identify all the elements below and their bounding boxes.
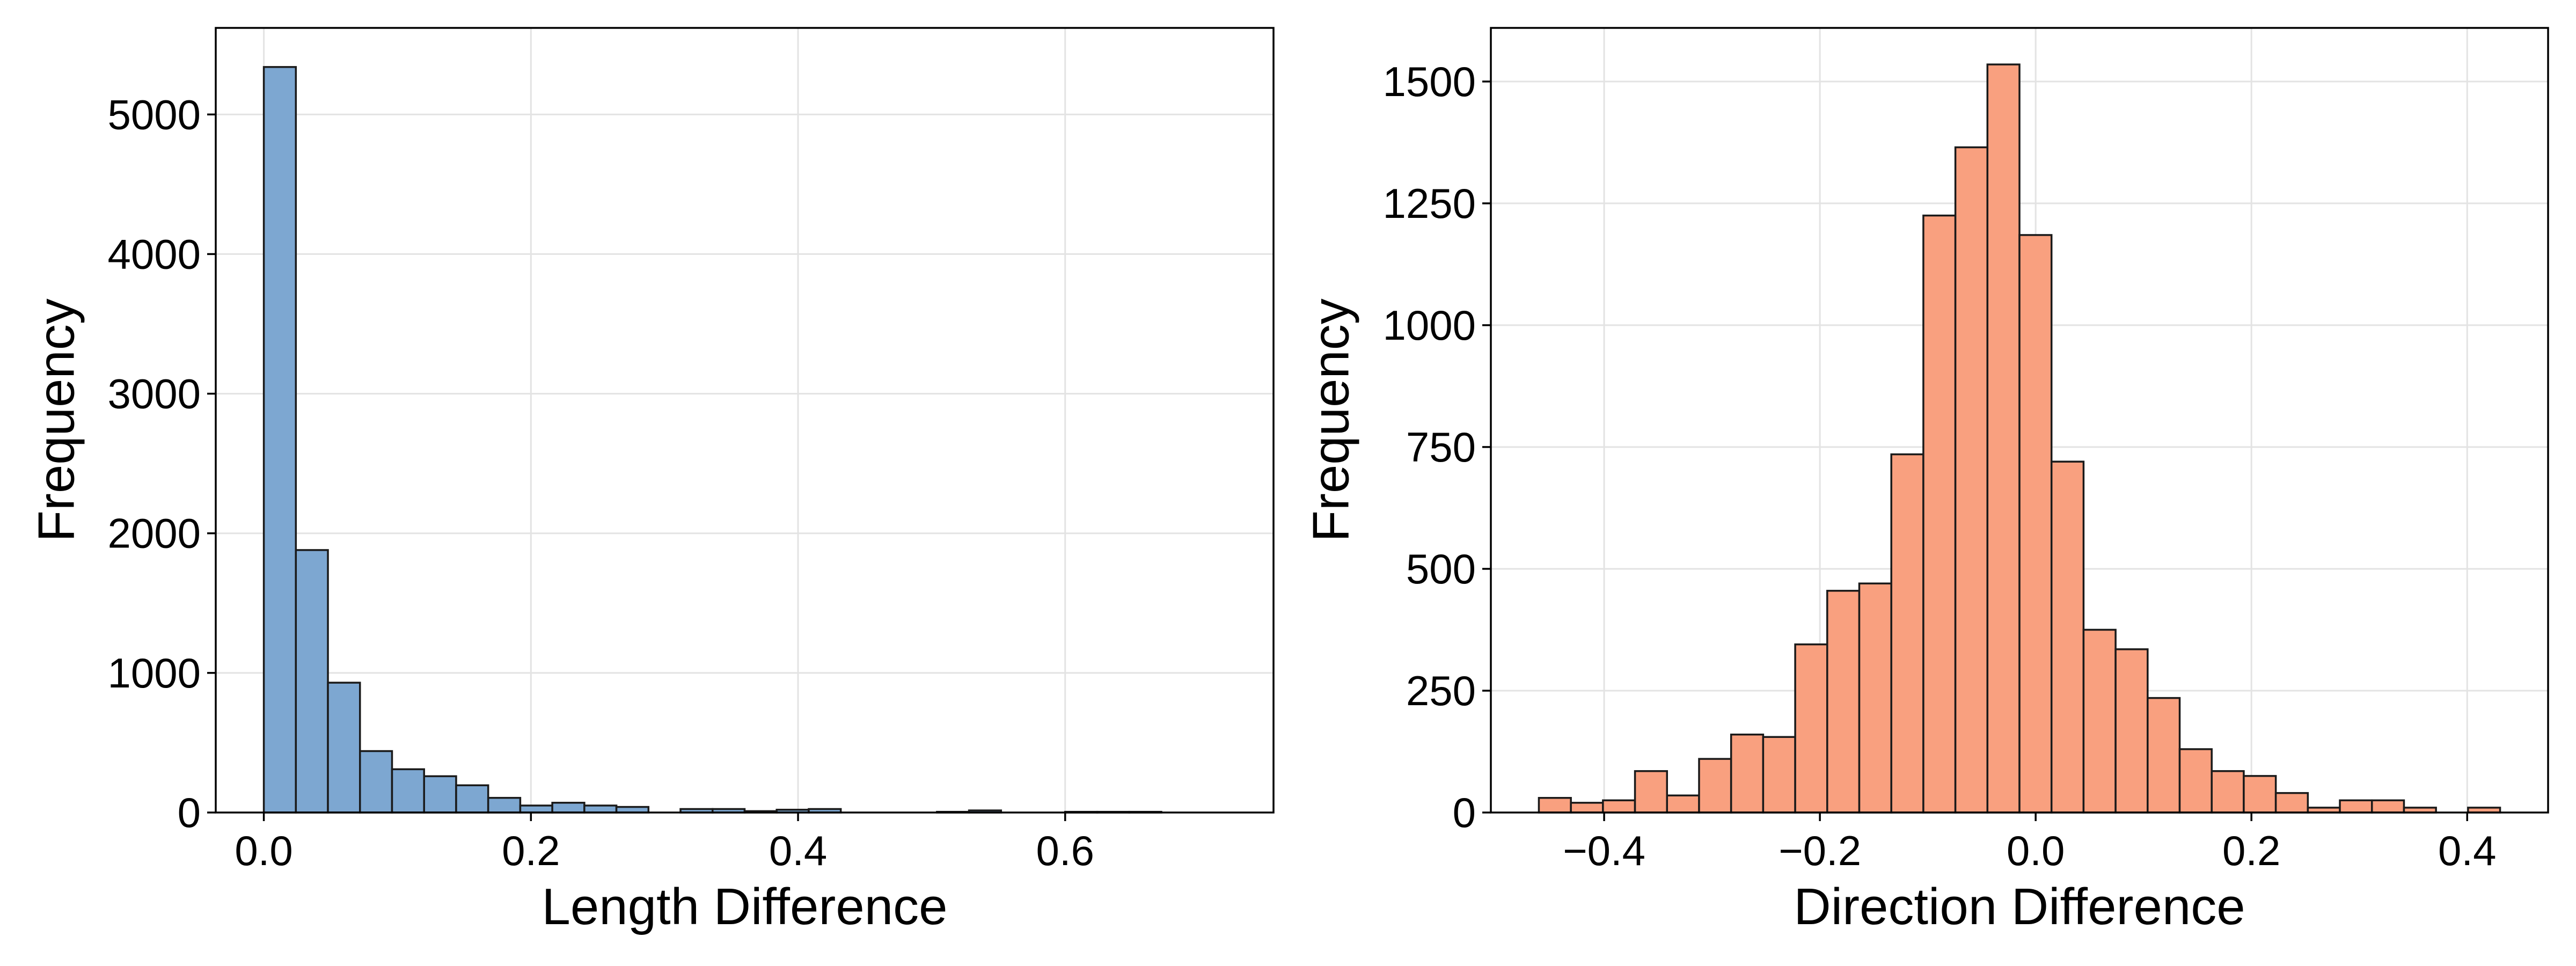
histogram-bar xyxy=(1954,146,1989,814)
histogram-bar xyxy=(1570,802,1604,814)
x-axis-label: Length Difference xyxy=(541,878,947,935)
histogram-bar xyxy=(1698,758,1732,814)
histogram-bar xyxy=(2243,775,2277,814)
x-ticks: 0.0 0.2 0.4 0.6 xyxy=(235,813,1094,874)
histogram-bar xyxy=(1666,794,1700,814)
histogram-bar xyxy=(2211,770,2245,814)
histogram-bar xyxy=(519,804,553,814)
histogram-bar xyxy=(1634,770,1668,814)
histogram-bar xyxy=(1922,214,1957,814)
direction-difference-histogram: −0.4 −0.2 0.0 0.2 0.4 0 250 500 750 1000 1250 1500… xyxy=(1302,27,2549,935)
y-tick-label: 1500 xyxy=(1382,58,1476,105)
histogram-bar xyxy=(327,682,361,814)
histogram-bar xyxy=(2147,697,2181,814)
x-tick-label: 0.4 xyxy=(769,827,827,874)
y-tick-label: 0 xyxy=(1453,789,1476,836)
plot-frame xyxy=(215,27,1275,814)
y-tick-label: 0 xyxy=(178,789,201,836)
histogram-bar xyxy=(423,775,457,814)
histogram-bar xyxy=(1762,736,1796,814)
histogram-bar xyxy=(2274,792,2309,814)
x-ticks: −0.4 −0.2 0.0 0.2 0.4 xyxy=(1563,813,2496,874)
y-ticks: 0 1000 2000 3000 4000 5000 xyxy=(107,91,216,836)
histogram-bar xyxy=(1730,733,1765,814)
plot-frame xyxy=(1490,27,2549,814)
histogram-bar xyxy=(391,768,425,814)
histogram-bar xyxy=(455,784,489,814)
histogram-bar xyxy=(2178,748,2213,814)
histogram-bar xyxy=(2018,234,2053,814)
x-tick-label: 0.4 xyxy=(2438,827,2496,874)
y-tick-label: 500 xyxy=(1406,545,1476,592)
x-tick-label: −0.2 xyxy=(1779,827,1861,874)
bars xyxy=(262,66,1162,814)
bars xyxy=(1538,63,2501,814)
y-tick-label: 750 xyxy=(1406,423,1476,471)
histogram-bar xyxy=(1794,643,1828,814)
histogram-bar xyxy=(2050,460,2085,814)
x-tick-label: 0.0 xyxy=(235,827,292,874)
histogram-bar xyxy=(262,66,297,814)
x-tick-label: 0.2 xyxy=(2222,827,2280,874)
y-tick-label: 1000 xyxy=(1382,302,1476,349)
y-tick-label: 5000 xyxy=(107,91,201,138)
y-tick-label: 2000 xyxy=(107,510,201,557)
histogram-bar xyxy=(359,750,393,814)
histogram-bar xyxy=(2339,799,2373,814)
y-ticks: 0 250 500 750 1000 1250 1500 xyxy=(1382,58,1491,836)
y-axis-label: Frequency xyxy=(28,298,85,542)
histogram-bar xyxy=(2082,628,2117,814)
histogram-bar xyxy=(1858,582,1892,814)
histogram-bar xyxy=(1826,590,1861,814)
x-tick-label: 0.0 xyxy=(2007,827,2065,874)
histogram-bar xyxy=(1602,799,1636,814)
x-tick-label: −0.4 xyxy=(1563,827,1645,874)
x-axis-label: Direction Difference xyxy=(1794,878,2245,935)
y-tick-label: 1250 xyxy=(1382,180,1476,227)
histogram-bar xyxy=(2114,648,2149,814)
histogram-bar xyxy=(551,802,586,814)
histogram-bar xyxy=(1538,797,1572,814)
histogram-bar xyxy=(583,804,618,814)
y-tick-label: 3000 xyxy=(107,370,201,418)
length-difference-histogram: 0.0 0.2 0.4 0.6 0 1000 2000 3000 4000 5000 Lengt… xyxy=(28,27,1275,935)
y-tick-label: 4000 xyxy=(107,230,201,277)
histogram-bar xyxy=(295,549,329,814)
histogram-bar xyxy=(2370,799,2405,814)
y-tick-label: 1000 xyxy=(107,649,201,697)
histogram-bar xyxy=(1986,63,2021,814)
x-tick-label: 0.6 xyxy=(1036,827,1094,874)
x-tick-label: 0.2 xyxy=(502,827,560,874)
y-tick-label: 250 xyxy=(1406,667,1476,714)
grid xyxy=(216,28,1274,814)
histogram-bar xyxy=(487,796,522,814)
y-axis-label: Frequency xyxy=(1302,298,1360,542)
histogram-bar xyxy=(1890,453,1924,814)
